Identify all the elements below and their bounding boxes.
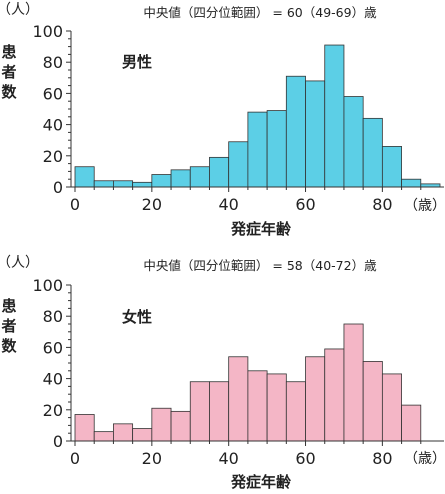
- y-tick-label-male-60: 60: [43, 84, 63, 103]
- y-tick-label-male-40: 40: [43, 116, 63, 135]
- panel-male: （人） 中央値（四分位範囲） = 60（49-69）歳 男性 患者数 発症年齢 …: [0, 2, 445, 238]
- y-tick-label-female-40: 40: [43, 370, 63, 389]
- bar-male-55: [285, 75, 306, 188]
- bar-male-0: [74, 166, 95, 188]
- x-axis-label-male: 発症年齢: [230, 220, 292, 238]
- x-tick-label-female-60: 60: [295, 449, 315, 468]
- unit-label-female: （人）: [0, 255, 39, 271]
- panel-label-male: 男性: [122, 53, 152, 71]
- bar-female-70: [343, 323, 364, 442]
- x-tick-label-male-80: 80: [372, 195, 392, 214]
- bar-female-35: [209, 381, 230, 442]
- y-axis-label-female: 患者数: [1, 297, 17, 355]
- bar-male-15: [132, 181, 153, 188]
- bar-female-55: [285, 381, 306, 442]
- bar-female-10: [113, 423, 134, 442]
- bar-male-10: [113, 180, 134, 188]
- y-tick-label-male-100: 100: [32, 22, 63, 41]
- x-axis-label-female: 発症年齢: [230, 473, 292, 491]
- stat-text-male: 中央値（四分位範囲） = 60（49-69）歳: [143, 5, 377, 20]
- bar-male-70: [343, 96, 364, 188]
- bar-male-65: [324, 44, 345, 188]
- y-tick-label-female-0: 0: [53, 432, 63, 451]
- unit-label-male: （人）: [0, 2, 39, 18]
- x-tick-label-female-20: 20: [142, 449, 162, 468]
- bar-female-85: [401, 404, 422, 442]
- bar-female-65: [324, 348, 345, 442]
- bars-female: [74, 323, 422, 442]
- y-tick-label-male-20: 20: [43, 147, 63, 166]
- bar-female-5: [93, 431, 114, 442]
- bar-male-50: [266, 110, 287, 188]
- bar-female-15: [132, 428, 153, 442]
- bar-female-45: [247, 370, 268, 442]
- x-tick-label-male-0: 0: [70, 195, 80, 214]
- bar-male-75: [362, 117, 383, 188]
- bar-female-60: [305, 356, 326, 442]
- x-tick-label-female-0: 0: [70, 449, 80, 468]
- x-tick-label-male-40: 40: [219, 195, 239, 214]
- bar-male-45: [247, 111, 268, 188]
- bar-male-35: [209, 156, 230, 188]
- bar-female-40: [228, 356, 249, 442]
- bar-male-20: [151, 174, 172, 188]
- bar-female-75: [362, 361, 383, 442]
- y-tick-label-female-100: 100: [32, 276, 63, 295]
- bar-female-20: [151, 407, 172, 442]
- bar-female-50: [266, 373, 287, 442]
- bar-female-0: [74, 414, 95, 442]
- bar-male-25: [170, 169, 191, 188]
- y-tick-label-female-20: 20: [43, 401, 63, 420]
- bar-female-80: [381, 373, 402, 442]
- bar-female-30: [189, 381, 210, 442]
- panel-label-female: 女性: [122, 308, 152, 326]
- x-unit-label-male: （歳）: [404, 198, 445, 214]
- bar-male-85: [401, 178, 422, 188]
- x-tick-label-female-40: 40: [219, 449, 239, 468]
- axes-male: 0 20 40 60 80 100 0 20 40 60 80: [32, 22, 444, 214]
- axes-female: 0 20 40 60 80 100 0 20 40 60 80: [32, 276, 444, 468]
- bar-male-40: [228, 141, 249, 188]
- y-tick-label-female-80: 80: [43, 307, 63, 326]
- bar-male-80: [381, 146, 402, 188]
- y-tick-label-female-60: 60: [43, 338, 63, 357]
- panel-female: （人） 中央値（四分位範囲） = 58（40-72）歳 女性 患者数 発症年齢 …: [0, 255, 445, 491]
- y-tick-label-male-80: 80: [43, 53, 63, 72]
- bar-male-5: [93, 180, 114, 188]
- bar-male-60: [305, 80, 326, 188]
- x-unit-label-female: （歳）: [404, 451, 445, 467]
- y-axis-label-male: 患者数: [1, 43, 17, 101]
- bar-female-25: [170, 410, 191, 442]
- stat-text-female: 中央値（四分位範囲） = 58（40-72）歳: [143, 258, 377, 273]
- y-tick-label-male-0: 0: [53, 178, 63, 197]
- x-tick-label-female-80: 80: [372, 449, 392, 468]
- x-tick-label-male-20: 20: [142, 195, 162, 214]
- bar-male-30: [189, 166, 210, 188]
- x-tick-label-male-60: 60: [295, 195, 315, 214]
